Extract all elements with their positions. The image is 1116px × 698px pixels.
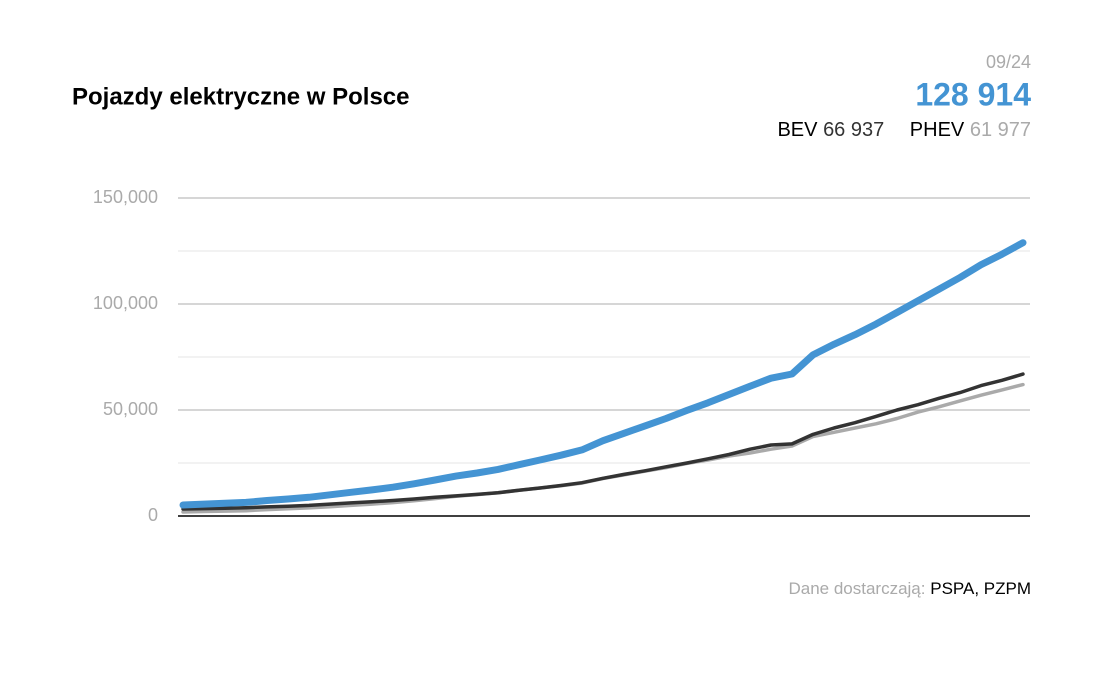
phev-name: PHEV (910, 119, 965, 141)
source-label: Dane dostarczają: (788, 579, 925, 598)
y-tick-label: 150,000 (93, 187, 158, 207)
latest-date: 09/24 (986, 52, 1031, 72)
bev-value: 66 937 (823, 119, 884, 141)
y-tick-label: 100,000 (93, 293, 158, 313)
series-line (181, 382, 1025, 514)
series-line (179, 239, 1027, 509)
y-tick-label: 50,000 (103, 399, 158, 419)
y-tick-label: 0 (148, 505, 158, 525)
latest-total: 128 914 (915, 76, 1031, 112)
latest-breakdown: BEV 66 937 PHEV 61 977 (777, 119, 1031, 141)
phev-value: 61 977 (970, 119, 1031, 141)
source: Dane dostarczają: PSPA, PZPM (788, 579, 1031, 598)
bev-name: BEV (777, 119, 818, 141)
chart-title: Pojazdy elektryczne w Polsce (72, 83, 410, 110)
source-text: PSPA, PZPM (930, 579, 1031, 598)
series-line (181, 372, 1025, 511)
